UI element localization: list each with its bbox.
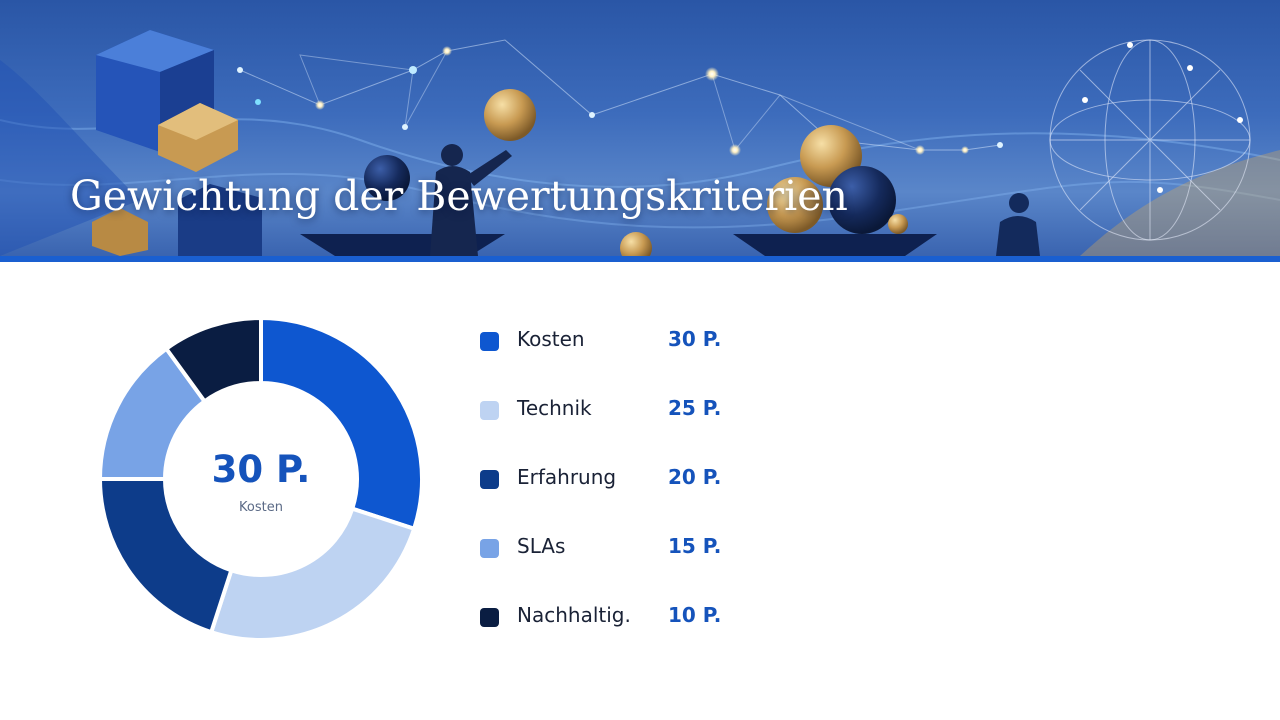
legend-value: 15 P. xyxy=(668,534,722,558)
legend-value: 25 P. xyxy=(668,396,722,420)
donut-chart xyxy=(96,314,426,644)
donut-center: 30 P. Kosten xyxy=(96,448,426,515)
center-label: Kosten xyxy=(239,500,283,515)
donut-slice-kosten xyxy=(259,316,424,531)
legend-label: Nachhaltig. xyxy=(517,603,631,627)
legend-value: 10 P. xyxy=(668,603,722,627)
legend-value: 20 P. xyxy=(668,465,722,489)
legend-value: 30 P. xyxy=(668,327,722,351)
legend-swatch xyxy=(480,332,499,351)
legend-swatch xyxy=(480,401,499,420)
legend-label: Technik xyxy=(517,396,592,420)
legend-label: Erfahrung xyxy=(517,465,617,489)
donut-slice-nachhaltig xyxy=(164,316,263,404)
legend-label: Kosten xyxy=(517,327,585,351)
legend-item: Nachhaltig. 10 P. xyxy=(480,598,780,667)
legend-label: SLAs xyxy=(517,534,566,558)
chart-legend: Kosten 30 P. Technik 25 P. Erfahrung 20 … xyxy=(480,322,780,667)
donut-slice-erfahrung xyxy=(98,477,234,635)
legend-swatch xyxy=(480,470,499,489)
legend-swatch xyxy=(480,608,499,627)
header-banner: Gewichtung der Bewertungskriterien xyxy=(0,0,1280,256)
banner-accent-line xyxy=(0,256,1280,262)
legend-item: Technik 25 P. xyxy=(480,391,780,460)
legend-item: Kosten 30 P. xyxy=(480,322,780,391)
donut-slice-technik xyxy=(209,506,417,642)
banner-illustration xyxy=(0,30,1280,256)
center-value: 30 P. xyxy=(211,448,311,491)
page-title: Gewichtung der Bewertungskriterien xyxy=(70,172,848,220)
legend-item: Erfahrung 20 P. xyxy=(480,460,780,529)
legend-item: SLAs 15 P. xyxy=(480,529,780,598)
legend-swatch xyxy=(480,539,499,558)
